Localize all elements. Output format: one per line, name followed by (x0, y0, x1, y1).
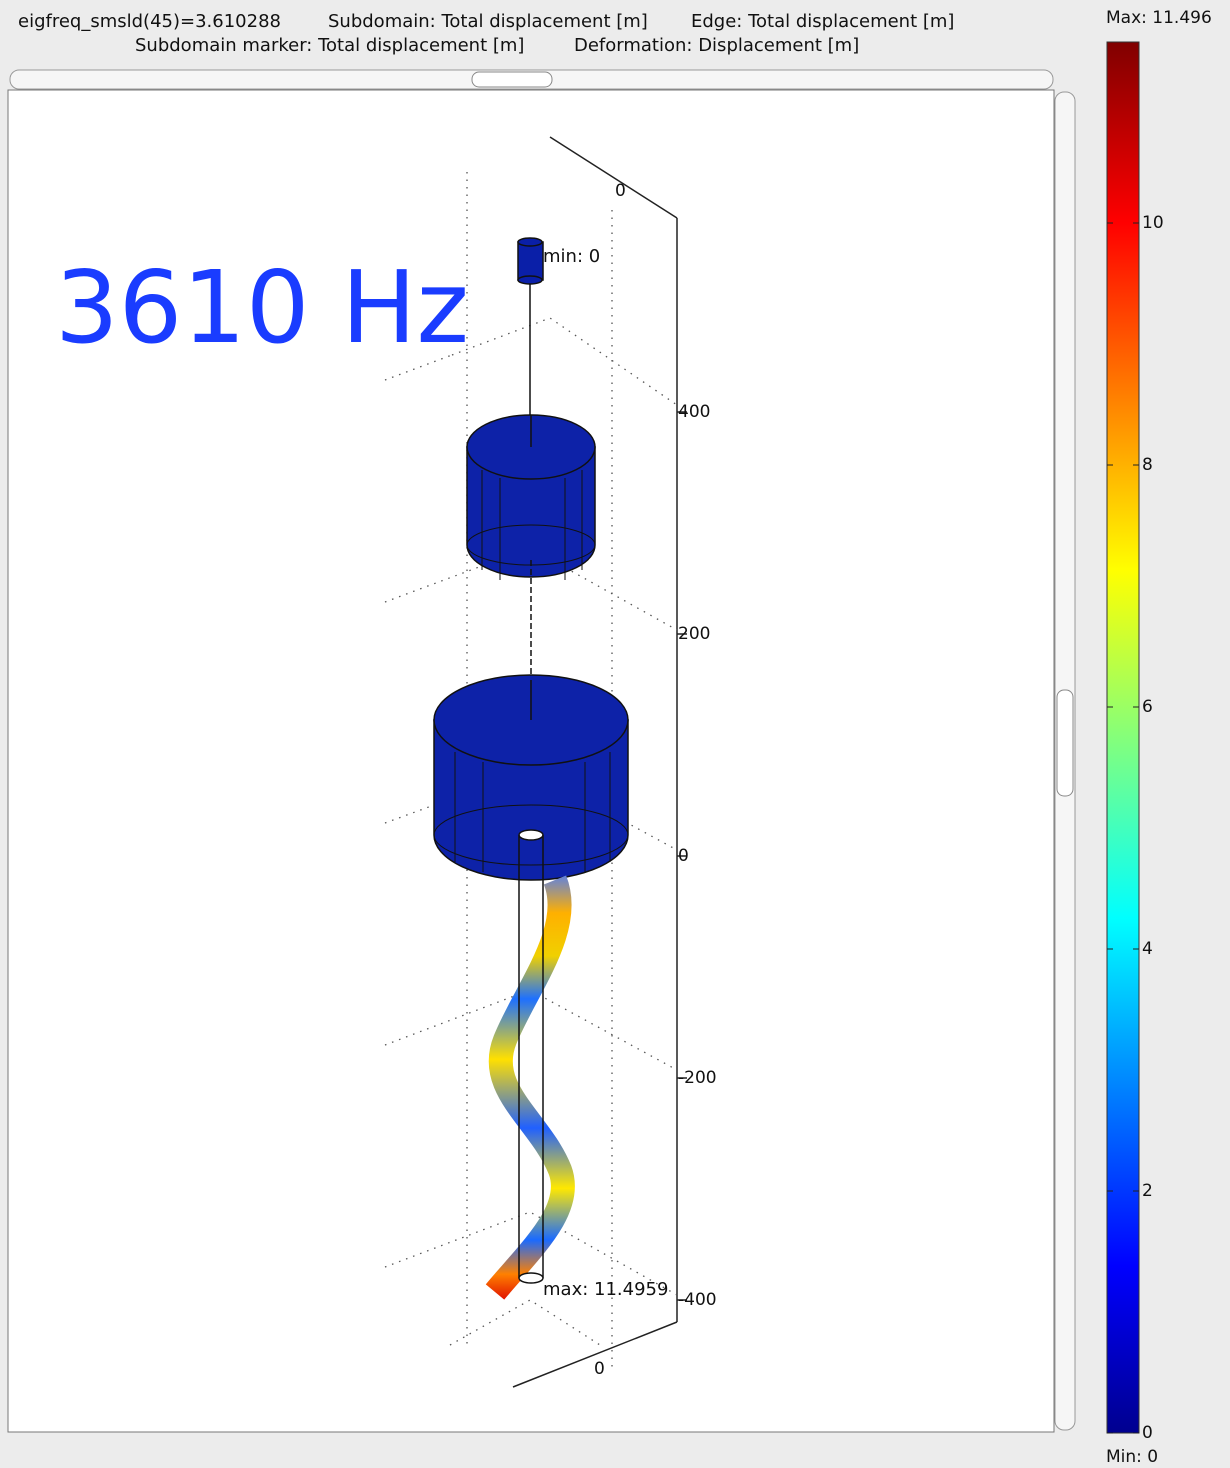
v-scroll-thumb[interactable] (1057, 690, 1073, 796)
header-text: Subdomain: Total displacement [m] (328, 11, 648, 32)
colorbar-max: Max: 11.496 (1106, 8, 1212, 28)
colorbar-tick-label: 6 (1142, 697, 1153, 717)
min-label: min: 0 (543, 246, 600, 267)
colorbar (1107, 42, 1139, 1433)
axis-label: 0 (594, 1359, 605, 1379)
header-text: eigfreq_smsld(45)=3.610288 (18, 11, 281, 32)
colorbar-tick-label: 10 (1142, 213, 1164, 233)
z-tick-label: 0 (678, 846, 689, 866)
colorbar-tick-label: 4 (1142, 939, 1153, 959)
colorbar-tick-label: 2 (1142, 1181, 1153, 1201)
colorbar-min: Min: 0 (1106, 1447, 1158, 1464)
frequency-label: 3610 Hz (55, 249, 469, 366)
axis-label: 0 (615, 181, 626, 201)
colorbar-tick-label: 8 (1142, 455, 1153, 475)
window: eigfreq_smsld(45)=3.610288 Subdomain: To… (0, 0, 1230, 1464)
h-scroll-thumb[interactable] (472, 72, 552, 87)
z-tick-label: 400 (678, 402, 710, 422)
z-tick-label: -200 (678, 1068, 717, 1088)
max-label: max: 11.4959 (543, 1279, 668, 1300)
z-tick-label: 200 (678, 624, 710, 644)
header-text: Edge: Total displacement [m] (691, 11, 954, 32)
z-tick-label: -400 (678, 1290, 717, 1310)
header-text: Subdomain marker: Total displacement [m] (135, 35, 524, 56)
header-text: Deformation: Displacement [m] (574, 35, 859, 56)
colorbar-tick-label: 0 (1142, 1423, 1153, 1443)
